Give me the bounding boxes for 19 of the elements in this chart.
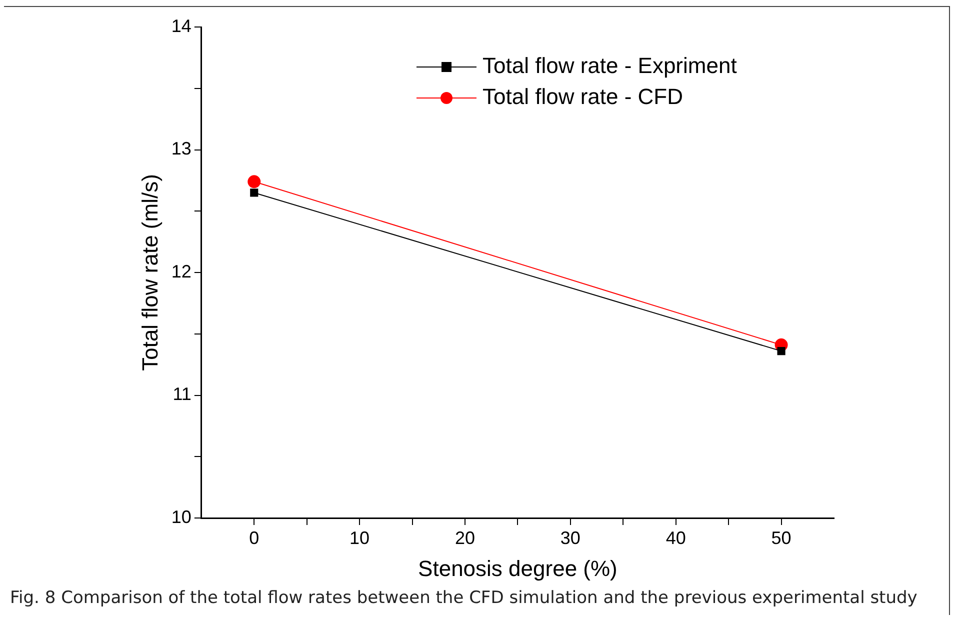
y-axis-title: Total flow rate (ml/s) [137, 174, 162, 371]
caption: Fig. 8 Comparison of the total flow rates between the CFD simulation and the previous experimental study [10, 588, 918, 608]
y-tick-label: 13 [171, 138, 192, 159]
legend-label: Total flow rate - CFD [482, 84, 683, 110]
x-axis-title: Stenosis degree (%) [418, 556, 618, 581]
legend-label: Total flow rate - Expriment [482, 53, 737, 78]
x-tick-label: 50 [771, 528, 792, 548]
point [777, 347, 786, 356]
y-tick-label: 14 [171, 16, 192, 36]
point [250, 188, 258, 197]
x-tick-label: 0 [249, 528, 260, 548]
x-tick-label: 30 [560, 528, 580, 548]
point [248, 175, 261, 188]
y-tick-label: 10 [171, 506, 192, 527]
x-tick-label: 20 [454, 528, 476, 548]
y-tick-label: 11 [172, 384, 192, 404]
x-tick-label: 40 [666, 528, 686, 548]
y-tick-label: 12 [171, 261, 192, 282]
x-tick-label: 10 [350, 528, 370, 548]
